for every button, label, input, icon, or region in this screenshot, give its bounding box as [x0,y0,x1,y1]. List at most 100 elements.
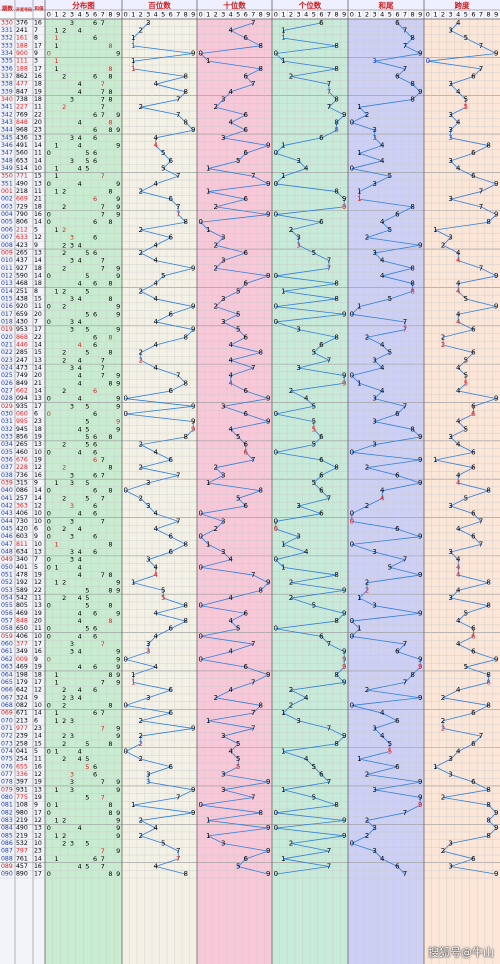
distribution-digit: 1 [54,226,58,234]
trend-point-跨度: 6 [471,709,476,717]
distribution-digit: 6 [93,234,97,242]
trend-point-十位数: 0 [199,632,203,640]
trend-point-个位数: 7 [327,778,331,786]
draw-number: 797 [16,848,28,855]
draw-number: 805 [16,602,28,609]
issue-number: 067 [1,694,13,701]
trend-point-十位数: 1 [206,816,210,824]
distribution-digit: 5 [85,740,89,748]
trend-point-和尾: 9 [418,479,422,487]
trend-point-跨度: 9 [494,272,498,280]
trend-point-个位数: 8 [334,96,338,104]
trend-point-和尾: 0 [350,617,354,625]
draw-number: 478 [16,572,28,579]
draw-number: 473 [16,364,28,371]
distribution-digit: 3 [70,770,74,778]
trend-point-跨度: 3 [448,755,452,763]
distribution-digit: 6 [93,625,97,633]
trend-point-个位数: 7 [327,494,331,502]
sum-value: 13 [34,441,42,448]
distribution-digit: 0 [47,655,51,663]
trend-point-跨度: 4 [456,556,461,564]
trend-point-百位数: 9 [191,418,195,426]
trend-point-十位数: 2 [214,203,218,211]
distribution-digit: 3 [70,471,74,479]
trend-point-跨度: 9 [494,395,498,403]
issue-number: 330 [1,19,13,26]
distribution-digit: 9 [116,310,120,318]
issue-number: 073 [1,740,13,747]
trend-point-十位数: 5 [236,287,240,295]
subheader-band [0,10,500,19]
trend-point-十位数: 6 [244,448,249,456]
draw-number: 192 [16,579,28,586]
issue-number: 049 [1,556,13,563]
trend-point-百位数: 4 [154,510,159,518]
trend-line-十位数 [199,22,270,875]
digit-header-label: 9 [418,11,422,19]
trend-point-十位数: 4 [229,648,234,656]
trend-point-跨度: 6 [471,625,476,633]
trend-point-跨度: 9 [494,870,498,878]
trend-point-跨度: 8 [486,487,490,495]
sum-value: 18 [34,265,42,272]
draw-number: 769 [16,111,28,118]
trend-point-十位数: 1 [206,540,210,548]
sum-value: 11 [34,756,42,763]
issue-number: 021 [1,341,13,348]
distribution-digit: 0 [47,563,51,571]
trend-point-和尾: 4 [380,494,385,502]
digit-header-label: 0 [199,11,203,19]
trend-point-跨度: 3 [448,195,452,203]
trend-point-百位数: 1 [131,65,135,73]
trend-point-跨度: 8 [486,801,490,809]
draw-number: 491 [16,142,28,149]
distribution-digit: 4 [78,563,82,571]
draw-number: 490 [16,825,28,832]
trend-point-十位数: 4 [229,747,234,755]
trend-point-个位数: 4 [304,694,309,702]
digit-header-label: 0 [350,11,354,19]
trend-point-百位数: 7 [176,211,180,219]
distribution-digit: 9 [116,579,120,587]
trend-point-百位数: 7 [176,111,180,119]
distribution-digit: 2 [62,241,66,249]
trend-point-个位数: 8 [334,617,338,625]
trend-point-和尾: 5 [388,563,392,571]
trend-point-十位数: 9 [266,870,270,878]
distribution-digit: 4 [78,648,82,656]
issue-number: 340 [1,96,13,103]
distribution-digit: 6 [93,441,97,449]
trend-point-十位数: 4 [229,379,234,387]
sum-value: 9 [34,480,38,487]
trend-point-十位数: 4 [229,594,234,602]
distribution-digit: 9 [116,671,120,679]
sum-value: 19 [34,457,42,464]
trend-point-跨度: 6 [471,448,476,456]
trend-point-跨度: 4 [456,257,461,265]
distribution-digit: 7 [101,678,105,686]
trend-point-个位数: 8 [334,571,338,579]
draw-number: 653 [16,157,28,164]
distribution-digit: 3 [70,134,74,142]
sum-value: 23 [34,127,42,134]
digit-header-label: 7 [327,11,331,19]
distribution-digit: 8 [108,740,112,748]
distribution-digit: 3 [70,295,74,303]
sum-value: 12 [34,771,42,778]
sum-value: 17 [34,42,42,49]
distribution-digit: 8 [108,870,112,878]
distribution-digit: 6 [93,487,97,495]
trend-point-跨度: 0 [426,57,430,65]
issue-number: 058 [1,625,13,632]
distribution-digit: 1 [54,563,58,571]
distribution-digit: 2 [62,441,66,449]
trend-point-个位数: 8 [334,295,338,303]
distribution-digit: 4 [78,632,82,640]
trend-point-十位数: 4 [229,119,234,127]
trend-point-个位数: 0 [274,556,278,564]
trend-point-十位数: 3 [221,471,225,479]
distribution-digit: 1 [54,709,58,717]
digit-header-label: 5 [85,11,89,19]
sum-value: 12 [34,687,42,694]
